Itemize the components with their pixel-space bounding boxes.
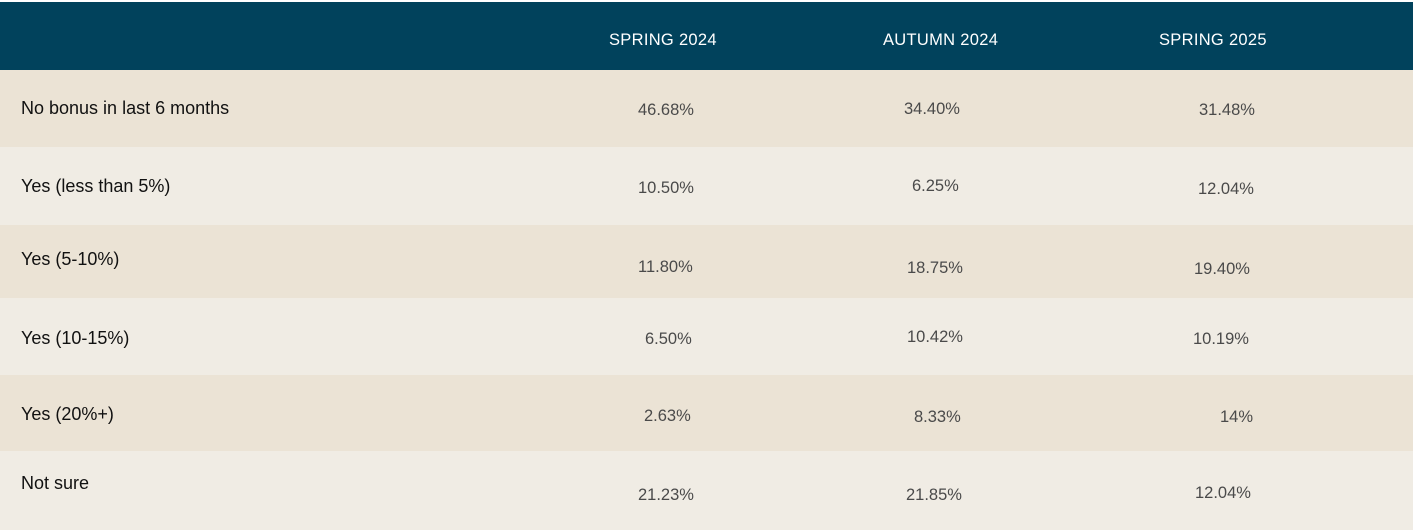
table-row: Not sure 21.23% 21.85% 12.04% <box>0 451 1413 530</box>
cell-value-autumn-2024: 8.33% <box>914 408 961 426</box>
cell-value-spring-2024: 11.80% <box>638 258 693 276</box>
table-row: Yes (20%+) 2.63% 8.33% 14% <box>0 375 1413 451</box>
cell-value-spring-2025: 10.19% <box>1193 330 1249 348</box>
cell-value-spring-2024: 2.63% <box>644 407 691 425</box>
column-header-autumn-2024: AUTUMN 2024 <box>883 31 999 49</box>
cell-value-autumn-2024: 21.85% <box>906 486 962 504</box>
table-header-row: SPRING 2024 AUTUMN 2024 SPRING 2025 <box>0 2 1413 70</box>
cell-value-spring-2024: 10.50% <box>638 179 694 197</box>
cell-value-spring-2024: 21.23% <box>638 486 694 504</box>
cell-value-spring-2025: 12.04% <box>1195 484 1251 502</box>
cell-value-spring-2024: 6.50% <box>645 330 692 348</box>
cell-value-spring-2025: 31.48% <box>1199 101 1255 119</box>
row-label: Yes (10-15%) <box>21 328 130 348</box>
row-label: No bonus in last 6 months <box>21 98 230 118</box>
table-row: Yes (less than 5%) 10.50% 6.25% 12.04% <box>0 147 1413 225</box>
cell-value-autumn-2024: 34.40% <box>904 100 960 118</box>
cell-value-autumn-2024: 18.75% <box>907 259 963 277</box>
table-row: No bonus in last 6 months 46.68% 34.40% 31.… <box>0 70 1413 147</box>
row-label: Not sure <box>21 473 90 493</box>
cell-value-spring-2024: 46.68% <box>638 101 694 119</box>
table-row: Yes (5-10%) 11.80% 18.75% 19.40% <box>0 225 1413 298</box>
cell-value-spring-2025: 19.40% <box>1194 260 1250 278</box>
table-row: Yes (10-15%) 6.50% 10.42% 10.19% <box>0 298 1413 375</box>
column-header-spring-2025: SPRING 2025 <box>1159 31 1267 49</box>
row-label: Yes (20%+) <box>21 404 114 424</box>
row-label: Yes (5-10%) <box>21 249 120 269</box>
cell-value-spring-2025: 14% <box>1220 408 1254 426</box>
column-header-spring-2024: SPRING 2024 <box>609 31 717 49</box>
row-label: Yes (less than 5%) <box>21 176 171 196</box>
cell-value-spring-2025: 12.04% <box>1198 180 1254 198</box>
cell-value-autumn-2024: 10.42% <box>907 328 963 346</box>
cell-value-autumn-2024: 6.25% <box>912 177 959 195</box>
